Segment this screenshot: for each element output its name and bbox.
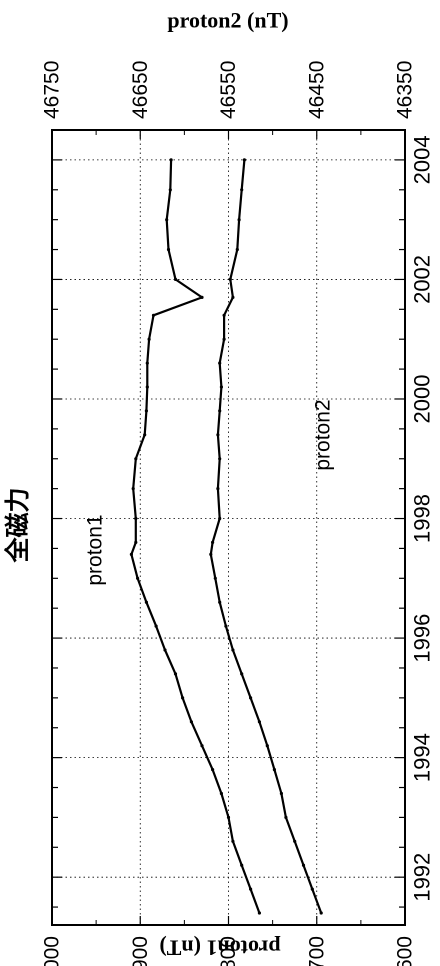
x-tick-label: 1998 — [410, 494, 435, 543]
x-tick-label: 1994 — [410, 733, 435, 782]
data-point-proton1 — [129, 552, 133, 557]
data-point-proton1 — [200, 295, 204, 299]
data-point-proton1 — [249, 887, 253, 891]
data-point-proton2 — [218, 409, 222, 413]
data-point-proton2 — [301, 863, 306, 867]
data-point-proton2 — [211, 540, 215, 545]
proton2-tick-label: 46750 — [41, 61, 64, 119]
data-point-proton2 — [209, 552, 213, 557]
x-tick-label: 2002 — [410, 255, 435, 304]
data-point-proton2 — [272, 768, 276, 772]
data-point-proton2 — [224, 624, 228, 628]
x-tick-label: 2000 — [410, 375, 435, 424]
proton1-tick-label: 47000 — [41, 936, 64, 966]
data-point-proton2 — [240, 672, 244, 676]
data-point-proton1 — [165, 218, 169, 222]
proton2-tick-label: 46550 — [217, 61, 240, 119]
data-point-proton1 — [154, 624, 158, 628]
data-point-proton2 — [265, 744, 269, 748]
data-point-proton2 — [222, 313, 226, 317]
data-point-proton1 — [134, 540, 138, 545]
x-tick-label: 2004 — [410, 135, 435, 184]
data-point-proton1 — [144, 409, 148, 413]
data-point-proton1 — [181, 696, 185, 700]
proton1-tick-label: 46600 — [394, 936, 417, 966]
data-point-proton2 — [293, 839, 297, 843]
data-point-proton1 — [144, 600, 148, 604]
proton2-tick-label: 46450 — [305, 61, 328, 119]
annotation-proton1: proton1 — [84, 514, 107, 585]
data-point-proton1 — [151, 313, 156, 317]
data-point-proton1 — [168, 188, 172, 192]
proton2-tick-label: 46650 — [129, 61, 152, 119]
proton1-tick-label: 46900 — [129, 936, 152, 966]
data-point-proton1 — [169, 158, 173, 162]
data-point-proton2 — [279, 791, 283, 796]
data-point-proton1 — [231, 839, 235, 843]
data-point-proton1 — [240, 863, 244, 867]
data-point-proton1 — [145, 385, 149, 389]
chart-title: 全磁力 — [3, 487, 32, 563]
data-point-proton2 — [218, 516, 222, 521]
data-point-proton1 — [131, 487, 135, 491]
data-point-proton2 — [213, 576, 217, 580]
data-point-proton2 — [231, 295, 235, 299]
data-point-proton1 — [211, 768, 215, 772]
proton2-tick-label: 46350 — [394, 61, 417, 119]
data-point-proton1 — [145, 361, 149, 365]
data-point-proton1 — [257, 911, 261, 915]
data-point-proton2 — [319, 911, 323, 915]
proton1-axis-label: proton1 (nT) — [159, 936, 280, 961]
data-point-proton2 — [249, 696, 253, 700]
data-point-proton1 — [136, 576, 140, 580]
data-point-proton1 — [143, 433, 147, 437]
data-point-proton2 — [242, 158, 246, 162]
data-point-proton2 — [218, 457, 222, 461]
proton1-tick-label: 46800 — [217, 936, 240, 966]
data-point-proton2 — [218, 361, 222, 365]
data-point-proton1 — [147, 337, 151, 341]
data-point-proton2 — [310, 887, 314, 891]
data-point-proton2 — [235, 247, 239, 252]
data-point-proton2 — [284, 815, 288, 820]
data-point-proton2 — [216, 487, 220, 491]
data-point-proton2 — [231, 648, 235, 652]
proton2-axis-label: proton2 (nT) — [167, 8, 288, 33]
data-point-proton1 — [189, 720, 193, 724]
data-point-proton2 — [218, 600, 222, 604]
x-tick-label: 1996 — [410, 614, 435, 663]
data-point-proton1 — [173, 672, 178, 676]
plot-layer: 1992 1994 1996 1998 2000 2002 2004 47000 46900 46… — [3, 8, 435, 966]
data-point-proton2 — [222, 337, 226, 341]
data-point-proton2 — [219, 385, 223, 389]
data-point-proton1 — [219, 791, 223, 796]
data-point-proton2 — [216, 433, 220, 437]
proton1-tick-label: 46700 — [305, 936, 328, 966]
data-point-proton1 — [163, 648, 167, 652]
data-point-proton1 — [200, 744, 204, 748]
x-tick-label: 1992 — [410, 853, 435, 902]
data-point-proton2 — [240, 188, 244, 192]
data-point-proton1 — [134, 457, 138, 461]
data-point-proton2 — [257, 720, 261, 724]
data-point-proton2 — [228, 277, 232, 281]
data-point-proton1 — [134, 516, 138, 521]
annotation-proton2: proton2 — [312, 399, 335, 470]
series-line-proton1 — [130, 159, 261, 914]
series-line-proton2 — [209, 159, 323, 914]
data-point-proton1 — [173, 277, 178, 281]
data-point-proton1 — [166, 247, 171, 252]
data-point-proton1 — [226, 815, 231, 820]
data-point-proton2 — [237, 218, 241, 222]
